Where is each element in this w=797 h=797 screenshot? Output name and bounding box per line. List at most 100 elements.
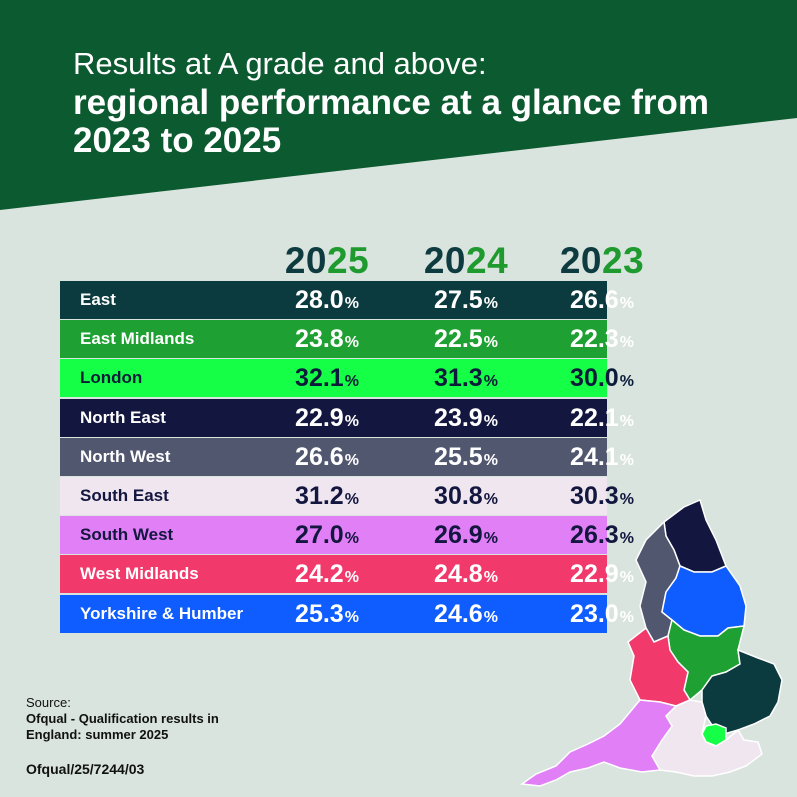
year-headers: 2025 2024 2023 (60, 240, 644, 284)
page-title-line1: Results at A grade and above: (73, 46, 487, 81)
value-number: 30.0 (570, 364, 619, 393)
value-cell: 22.9% (547, 555, 657, 597)
percent-sign: % (344, 490, 359, 508)
percent-sign: % (619, 373, 634, 391)
value-cell: 24.8% (411, 555, 521, 597)
value-number: 22.9 (570, 560, 619, 589)
table-row: North East 22.9% 23.9% 22.1% (60, 398, 634, 437)
percent-sign: % (483, 608, 498, 626)
percent-sign: % (619, 490, 634, 508)
region-label: East Midlands (80, 329, 195, 349)
value-cell: 22.1% (547, 399, 657, 441)
percent-sign: % (344, 373, 359, 391)
value-cell: 32.1% (272, 359, 382, 401)
value-cell: 27.5% (411, 281, 521, 323)
percent-sign: % (619, 295, 634, 312)
value-cell: 28.0% (272, 281, 382, 323)
value-number: 27.0 (295, 521, 344, 550)
year-header-2: 2023 (547, 240, 657, 282)
region-label: Yorkshire & Humber (80, 603, 244, 623)
value-cell: 22.9% (272, 399, 382, 441)
year-header-suffix: 25 (327, 240, 370, 281)
value-number: 28.0 (295, 286, 344, 314)
value-number: 27.5 (434, 286, 483, 314)
table-row: East Midlands 23.8% 22.5% 22.3% (60, 320, 634, 359)
value-cell: 23.9% (411, 399, 521, 441)
year-header-1: 2024 (411, 240, 521, 282)
source-label: Source: (26, 695, 71, 710)
percent-sign: % (483, 373, 498, 391)
table-row: West Midlands 24.2% 24.8% 22.9% (60, 555, 634, 594)
results-table: East 28.0% 27.5% 26.6% East Midlands 23.8% 22.… (60, 281, 634, 637)
value-number: 22.9 (295, 403, 344, 432)
year-header-suffix: 23 (602, 240, 645, 281)
percent-sign: % (344, 451, 359, 469)
percent-sign: % (344, 608, 359, 626)
value-cell: 23.8% (272, 320, 382, 362)
percent-sign: % (619, 451, 634, 469)
percent-sign: % (483, 451, 498, 469)
value-number: 26.6 (295, 442, 344, 471)
value-number: 24.8 (434, 560, 483, 589)
percent-sign: % (483, 569, 498, 587)
year-header-prefix: 20 (559, 240, 602, 281)
value-cell: 31.2% (272, 477, 382, 519)
percent-sign: % (619, 569, 634, 587)
value-number: 26.6 (570, 286, 619, 314)
value-number: 25.5 (434, 442, 483, 471)
percent-sign: % (619, 530, 634, 548)
value-number: 24.1 (570, 442, 619, 471)
value-cell: 24.6% (411, 595, 521, 637)
value-cell: 24.2% (272, 555, 382, 597)
value-number: 26.3 (570, 521, 619, 550)
value-cell: 30.3% (547, 477, 657, 519)
value-number: 22.3 (570, 325, 619, 354)
value-number: 32.1 (295, 364, 344, 393)
region-label: South West (80, 525, 174, 545)
value-cell: 22.5% (411, 320, 521, 362)
year-header-0: 2025 (272, 240, 382, 282)
region-label: London (80, 368, 143, 388)
region-label: North East (80, 407, 166, 427)
value-cell: 25.5% (411, 438, 521, 480)
value-number: 23.0 (570, 599, 619, 628)
year-header-prefix: 20 (284, 240, 327, 281)
map-region-south-west (519, 699, 678, 787)
value-cell: 30.8% (411, 477, 521, 519)
percent-sign: % (619, 334, 634, 352)
value-number: 31.2 (295, 481, 344, 510)
percent-sign: % (619, 412, 634, 430)
value-cell: 27.0% (272, 516, 382, 558)
value-cell: 26.3% (547, 516, 657, 558)
percent-sign: % (483, 295, 498, 312)
value-number: 22.1 (570, 403, 619, 432)
table-row: East 28.0% 27.5% 26.6% (60, 281, 634, 319)
region-label: North West (80, 446, 171, 466)
table-row: North West 26.6% 25.5% 24.1% (60, 437, 634, 476)
value-cell: 26.9% (411, 516, 521, 558)
percent-sign: % (483, 530, 498, 548)
percent-sign: % (344, 530, 359, 548)
value-cell: 23.0% (547, 595, 657, 637)
year-header-prefix: 20 (423, 240, 466, 281)
percent-sign: % (344, 295, 359, 312)
value-cell: 25.3% (272, 595, 382, 637)
value-cell: 30.0% (547, 359, 657, 401)
region-label: East (80, 290, 116, 309)
value-number: 24.6 (434, 599, 483, 628)
percent-sign: % (483, 490, 498, 508)
value-number: 22.5 (434, 325, 483, 354)
page-title-line2: regional performance at a glance from 20… (73, 83, 710, 160)
table-row: London 32.1% 31.3% 30.0% (60, 359, 634, 398)
value-number: 23.9 (434, 403, 483, 432)
value-cell: 26.6% (272, 438, 382, 480)
value-cell: 26.6% (547, 281, 657, 323)
percent-sign: % (344, 569, 359, 587)
year-header-suffix: 24 (466, 240, 509, 281)
percent-sign: % (619, 608, 634, 626)
source-block: Source: Ofqual - Qualification results i… (26, 695, 256, 743)
percent-sign: % (483, 412, 498, 430)
region-label: West Midlands (80, 564, 199, 584)
value-number: 30.3 (570, 481, 619, 510)
